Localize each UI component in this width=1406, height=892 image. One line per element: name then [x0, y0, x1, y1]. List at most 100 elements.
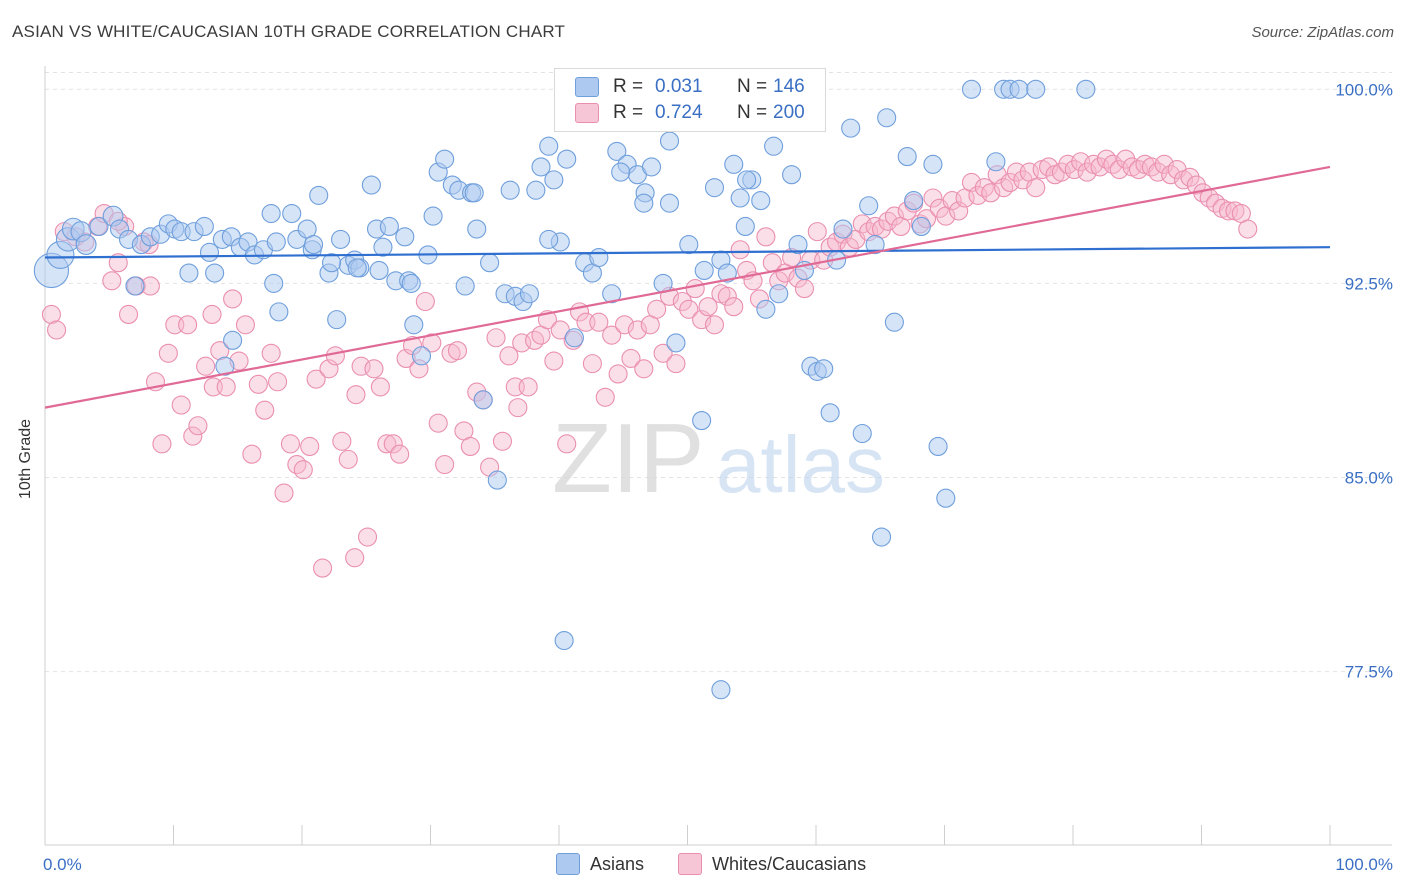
asian-point [897, 147, 917, 167]
white-point [614, 315, 635, 335]
asian-n-value: 146 [773, 76, 805, 97]
white-point [178, 315, 198, 335]
trend-lines [44, 165, 1331, 409]
asian-point [666, 333, 686, 353]
bottom-asian-swatch [556, 853, 580, 875]
asian-point [1009, 79, 1029, 99]
white-r-value: 0.724 [655, 102, 703, 123]
asian-point [641, 157, 662, 177]
asian-point [347, 258, 367, 278]
asian-point [269, 302, 289, 322]
white-point [1103, 154, 1123, 174]
white-point [717, 286, 737, 306]
white-point [415, 291, 435, 312]
white-swatch [575, 103, 599, 123]
asian-point [602, 284, 622, 304]
white-point [383, 434, 403, 454]
legend-row-asian[interactable]: R = 0.031 N = 146 [575, 75, 805, 99]
white-point [1161, 165, 1181, 185]
asian-point [264, 273, 284, 293]
asian-point [423, 206, 443, 226]
asian-point [215, 356, 235, 376]
asian-point [852, 423, 872, 444]
white-point [235, 315, 256, 335]
bottom-legend-white[interactable]: Whites/Caucasians [678, 852, 866, 876]
asian-point [928, 436, 948, 456]
white-point [390, 444, 410, 464]
asian-point [694, 260, 714, 281]
white-point [653, 343, 673, 363]
asian-point [692, 411, 712, 431]
white-point [274, 483, 294, 503]
white-point [183, 426, 203, 446]
white-point [255, 400, 275, 420]
asian-point [911, 216, 931, 237]
white-point [280, 434, 300, 454]
axis-layer [44, 66, 1392, 846]
asian-point [782, 165, 802, 185]
asian-point [859, 196, 879, 216]
white-point [621, 348, 641, 368]
asian-point [455, 276, 475, 296]
white-n-value: 200 [773, 102, 805, 123]
white-trend-line [44, 165, 1331, 409]
white-point [171, 395, 191, 415]
white-point [357, 527, 378, 547]
white-point [486, 328, 506, 348]
asian-point [961, 79, 982, 99]
asian-point [877, 108, 897, 128]
asian-point [379, 216, 399, 237]
white-point [196, 356, 216, 376]
asian-point [659, 131, 680, 151]
chart-title: ASIAN VS WHITE/CAUCASIAN 10TH GRADE CORR… [12, 22, 566, 41]
asian-point [833, 219, 853, 239]
asian-n-label: N = [737, 76, 768, 97]
white-point [118, 304, 139, 325]
white-point [422, 333, 442, 353]
asian-point [526, 180, 546, 200]
asian-point [986, 152, 1006, 172]
white-point [698, 297, 718, 317]
bottom-legend-asian[interactable]: Asians [556, 852, 644, 876]
asian-point [539, 229, 559, 249]
white-point [884, 206, 904, 226]
white-point [223, 289, 243, 309]
asian-point [756, 299, 776, 319]
asian-point [361, 175, 381, 195]
white-point [447, 341, 468, 361]
white-point [1026, 178, 1046, 198]
asian-point [611, 162, 631, 182]
asian-point [737, 170, 757, 190]
asian-point [261, 203, 281, 224]
white-point [325, 346, 345, 366]
asian-point [411, 346, 432, 366]
asian-point [544, 170, 564, 190]
asian-point [589, 247, 609, 268]
white-point [994, 178, 1014, 198]
white-point [499, 346, 519, 366]
bottom-white-label: Whites/Caucasians [712, 853, 867, 874]
white-point [557, 434, 577, 454]
asian-point [884, 312, 904, 332]
white-point [332, 431, 352, 451]
asian-point [1026, 79, 1046, 99]
asian-point [464, 183, 484, 203]
y-tick-label-3: 77.5% [1345, 663, 1393, 682]
asian-points [33, 79, 1096, 700]
legend-row-white[interactable]: R = 0.724 N = 200 [575, 101, 805, 125]
y-tick-label-2: 85.0% [1345, 468, 1393, 487]
asian-point [435, 149, 455, 169]
white-point [306, 369, 326, 389]
white-point [724, 297, 744, 317]
asian-point [309, 185, 329, 205]
white-point [1238, 219, 1258, 239]
asian-point [607, 141, 627, 161]
asian-point [89, 216, 109, 237]
asian-point [467, 219, 487, 239]
asian-point [531, 157, 551, 177]
asian-point [724, 154, 744, 174]
asian-point [500, 180, 520, 200]
source-credit: Source: ZipAtlas.com [1251, 24, 1394, 41]
asian-point [717, 263, 737, 283]
